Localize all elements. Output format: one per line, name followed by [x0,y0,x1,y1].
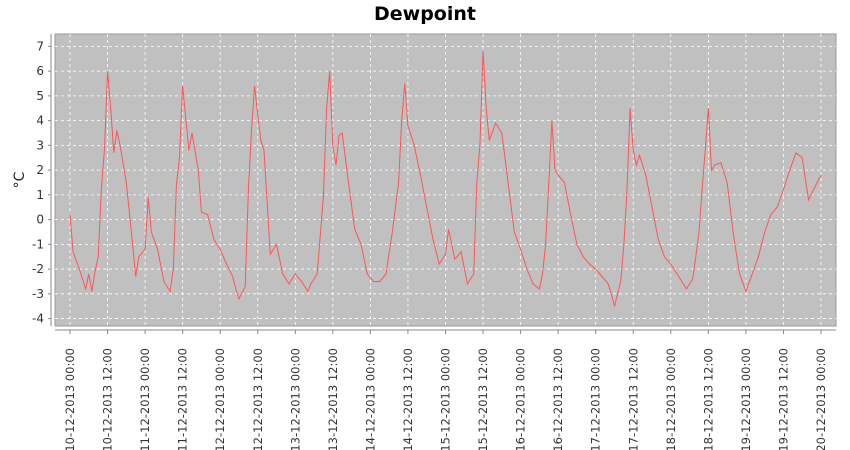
x-tick-label: 15-12-2013 00:00 [439,348,453,450]
x-tick-label: 12-12-2013 00:00 [213,348,227,450]
y-axis: -4 -3 -2 -1 0 1 2 3 4 5 6 7 [32,34,52,326]
x-tick-label: 12-12-2013 12:00 [251,348,265,450]
y-tick-label: 4 [36,114,44,128]
x-tick-label: 15-12-2013 12:00 [476,348,490,450]
y-tick-label: -2 [32,262,44,276]
y-tick-label: 7 [36,39,44,53]
y-tick-label: 5 [36,89,44,103]
chart-title: Dewpoint [374,3,476,25]
y-tick-label: 0 [36,213,44,227]
x-tick-label: 11-12-2013 12:00 [176,348,190,450]
y-tick-label: 1 [36,188,44,202]
y-tick-label: 2 [36,163,44,177]
y-tick-label: -3 [32,287,44,301]
x-tick-label: 11-12-2013 00:00 [138,348,152,450]
x-tick-label: 13-12-2013 00:00 [288,348,302,450]
x-tick-label: 10-12-2013 00:00 [63,348,77,450]
x-axis: 10-12-2013 00:00 10-12-2013 12:00 11-12-20… [55,329,836,450]
x-tick-label: 14-12-2013 12:00 [401,348,415,450]
dewpoint-series-line [69,51,822,307]
x-tick-label: 14-12-2013 00:00 [363,348,377,450]
x-tick-label: 17-12-2013 00:00 [589,348,603,450]
x-tick-label: 19-12-2013 00:00 [739,348,753,450]
x-tick-label: 13-12-2013 12:00 [326,348,340,450]
y-tick-label: 6 [36,64,44,78]
y-tick-label: -4 [32,312,44,326]
y-tick-label: -1 [32,237,44,251]
x-tick-label: 10-12-2013 12:00 [101,348,115,450]
x-tick-label: 20-12-2013 00:00 [814,348,828,450]
x-tick-label: 19-12-2013 12:00 [776,348,790,450]
y-tick-label: 3 [36,138,44,152]
x-tick-label: 16-12-2013 12:00 [551,348,565,450]
y-axis-label: °C [12,171,28,188]
x-tick-label: 17-12-2013 12:00 [626,348,640,450]
x-tick-label: 16-12-2013 00:00 [514,348,528,450]
x-tick-label: 18-12-2013 00:00 [664,348,678,450]
grid-lines [55,34,836,326]
x-tick-label: 18-12-2013 12:00 [701,348,715,450]
